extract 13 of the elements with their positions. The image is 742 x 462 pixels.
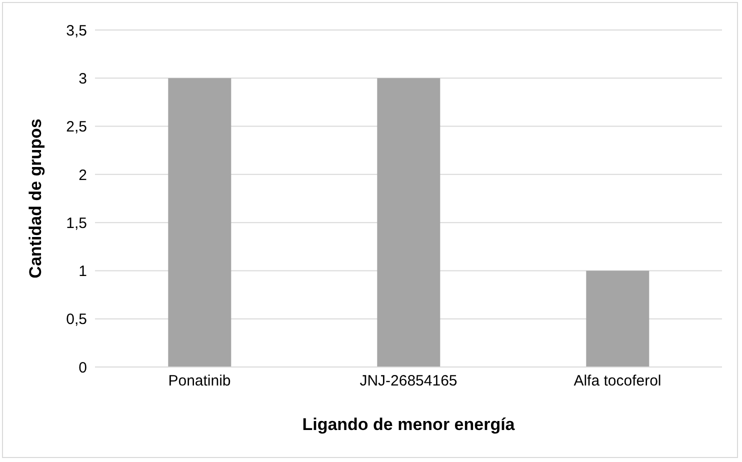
- y-tick-label: 1,5: [66, 214, 87, 232]
- x-tick-label: Alfa tocoferol: [574, 372, 662, 390]
- x-tick-label: Ponatinib: [168, 372, 231, 390]
- y-tick-label: 1: [78, 263, 87, 280]
- y-tick-label: 3,5: [66, 22, 87, 40]
- y-axis-title: Cantidad de grupos: [26, 118, 46, 278]
- y-tick-label: 0: [78, 359, 87, 376]
- y-tick-label: 0,5: [66, 311, 87, 328]
- x-tick-label: JNJ-26854165: [360, 372, 458, 390]
- x-axis-title: Ligando de menor energía: [302, 415, 516, 434]
- y-tick-label: 3: [78, 70, 87, 88]
- y-tick-label: 2,5: [66, 118, 87, 136]
- y-tick-label: 2: [78, 166, 87, 184]
